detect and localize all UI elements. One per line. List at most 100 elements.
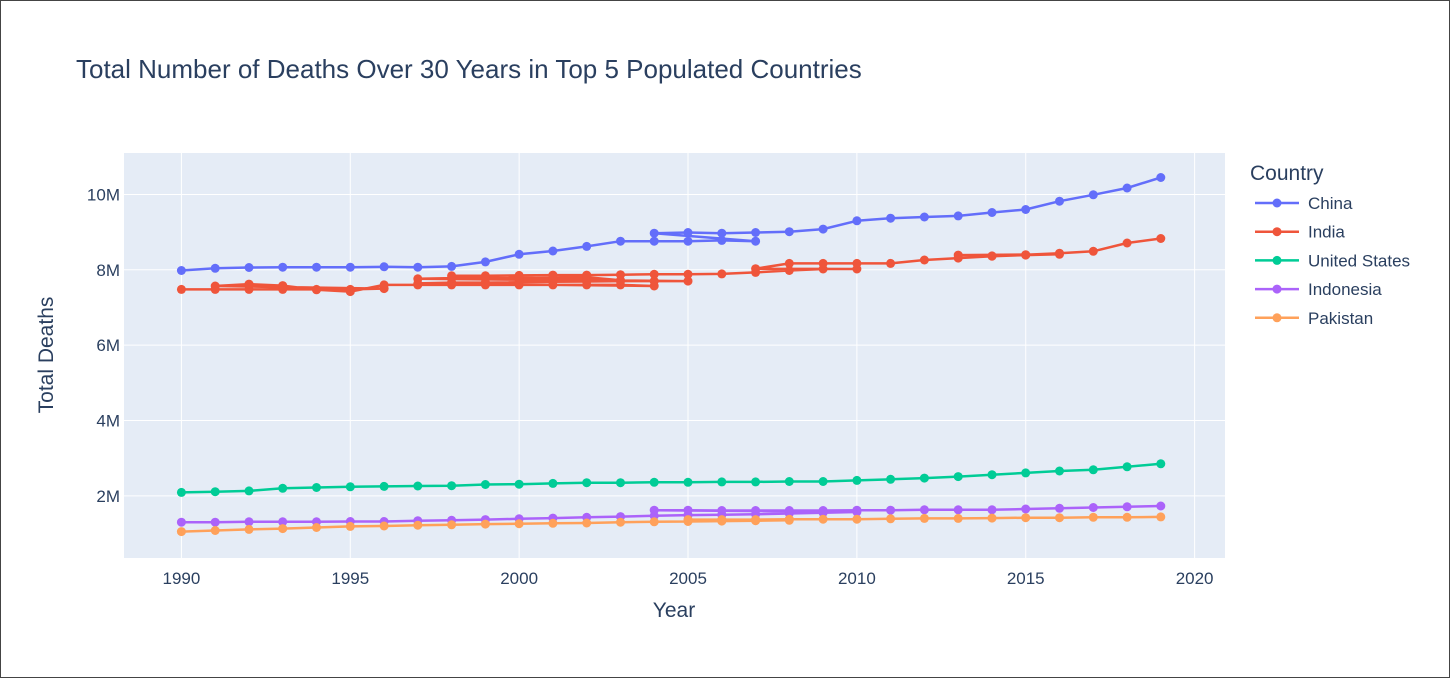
data-point-india[interactable] bbox=[683, 269, 693, 279]
data-point-india[interactable] bbox=[582, 270, 592, 280]
data-point-china[interactable] bbox=[751, 236, 761, 246]
data-point-united-states[interactable] bbox=[244, 486, 254, 496]
data-point-china[interactable] bbox=[987, 208, 997, 217]
data-point-indonesia[interactable] bbox=[244, 517, 254, 527]
data-point-united-states[interactable] bbox=[886, 474, 896, 484]
data-point-india[interactable] bbox=[176, 284, 186, 294]
data-point-united-states[interactable] bbox=[514, 479, 524, 489]
data-point-india[interactable] bbox=[886, 258, 896, 268]
data-point-china[interactable] bbox=[514, 249, 524, 259]
data-point-india[interactable] bbox=[413, 274, 423, 284]
data-point-india[interactable] bbox=[379, 280, 389, 290]
data-point-pakistan[interactable] bbox=[345, 521, 355, 531]
data-point-india[interactable] bbox=[244, 279, 254, 289]
data-point-india[interactable] bbox=[649, 276, 659, 286]
data-point-indonesia[interactable] bbox=[784, 506, 794, 515]
data-point-united-states[interactable] bbox=[616, 478, 625, 488]
data-point-india[interactable] bbox=[649, 269, 659, 279]
data-point-united-states[interactable] bbox=[345, 482, 355, 492]
data-point-indonesia[interactable] bbox=[953, 505, 963, 515]
data-point-china[interactable] bbox=[312, 262, 321, 272]
data-point-china[interactable] bbox=[210, 263, 220, 273]
data-point-india[interactable] bbox=[1088, 246, 1098, 256]
data-point-united-states[interactable] bbox=[852, 475, 862, 485]
data-point-pakistan[interactable] bbox=[784, 514, 794, 524]
data-point-united-states[interactable] bbox=[379, 481, 389, 491]
data-point-pakistan[interactable] bbox=[413, 520, 423, 530]
data-point-china[interactable] bbox=[919, 212, 929, 222]
data-point-india[interactable] bbox=[447, 271, 457, 281]
data-point-china[interactable] bbox=[649, 236, 659, 246]
data-point-united-states[interactable] bbox=[784, 477, 794, 486]
data-point-pakistan[interactable] bbox=[582, 518, 592, 528]
data-point-india[interactable] bbox=[1021, 250, 1031, 260]
legend-item-united-states[interactable]: United States bbox=[1255, 251, 1410, 270]
data-point-indonesia[interactable] bbox=[1122, 502, 1132, 512]
data-point-united-states[interactable] bbox=[480, 480, 490, 489]
data-point-indonesia[interactable] bbox=[886, 505, 896, 515]
data-point-india[interactable] bbox=[480, 271, 490, 281]
data-point-pakistan[interactable] bbox=[1122, 512, 1132, 522]
data-point-indonesia[interactable] bbox=[1088, 503, 1098, 512]
data-point-united-states[interactable] bbox=[447, 481, 457, 491]
data-point-india[interactable] bbox=[784, 258, 794, 268]
data-point-china[interactable] bbox=[1021, 205, 1031, 214]
data-point-china[interactable] bbox=[717, 228, 727, 238]
data-point-china[interactable] bbox=[176, 266, 186, 275]
data-point-india[interactable] bbox=[548, 270, 558, 280]
data-point-pakistan[interactable] bbox=[312, 523, 321, 532]
data-point-india[interactable] bbox=[987, 251, 997, 261]
data-point-pakistan[interactable] bbox=[649, 517, 659, 527]
data-point-indonesia[interactable] bbox=[818, 506, 828, 515]
legend-item-pakistan[interactable]: Pakistan bbox=[1255, 309, 1373, 328]
data-point-india[interactable] bbox=[345, 287, 355, 297]
data-point-united-states[interactable] bbox=[751, 477, 761, 487]
data-point-united-states[interactable] bbox=[582, 478, 592, 488]
data-point-united-states[interactable] bbox=[683, 477, 693, 487]
data-point-china[interactable] bbox=[683, 236, 693, 246]
data-point-china[interactable] bbox=[751, 228, 761, 237]
data-point-indonesia[interactable] bbox=[683, 505, 693, 515]
data-point-china[interactable] bbox=[818, 224, 828, 234]
data-point-india[interactable] bbox=[751, 264, 761, 274]
data-point-china[interactable] bbox=[616, 236, 625, 246]
data-point-pakistan[interactable] bbox=[210, 526, 220, 535]
data-point-united-states[interactable] bbox=[919, 473, 929, 483]
data-point-china[interactable] bbox=[683, 228, 693, 237]
data-point-china[interactable] bbox=[447, 261, 457, 271]
data-point-india[interactable] bbox=[1122, 238, 1132, 248]
data-point-indonesia[interactable] bbox=[278, 517, 288, 527]
legend-item-indonesia[interactable]: Indonesia bbox=[1255, 280, 1382, 299]
data-point-china[interactable] bbox=[953, 211, 963, 221]
data-point-india[interactable] bbox=[210, 281, 220, 291]
data-point-china[interactable] bbox=[649, 228, 659, 238]
data-point-united-states[interactable] bbox=[649, 477, 659, 487]
data-point-united-states[interactable] bbox=[1021, 468, 1031, 478]
data-point-united-states[interactable] bbox=[717, 477, 727, 487]
data-point-china[interactable] bbox=[278, 262, 288, 272]
data-point-china[interactable] bbox=[717, 235, 727, 245]
data-point-pakistan[interactable] bbox=[886, 514, 896, 524]
legend-item-india[interactable]: India bbox=[1255, 223, 1345, 242]
data-point-indonesia[interactable] bbox=[1021, 504, 1031, 514]
data-point-indonesia[interactable] bbox=[1156, 501, 1166, 511]
data-point-pakistan[interactable] bbox=[548, 518, 558, 528]
data-point-pakistan[interactable] bbox=[1021, 513, 1031, 523]
data-point-united-states[interactable] bbox=[1122, 462, 1132, 472]
data-point-pakistan[interactable] bbox=[751, 515, 761, 525]
data-point-united-states[interactable] bbox=[312, 483, 321, 492]
data-point-china[interactable] bbox=[1156, 173, 1166, 182]
data-point-pakistan[interactable] bbox=[919, 513, 929, 523]
data-point-united-states[interactable] bbox=[1156, 459, 1166, 469]
data-point-pakistan[interactable] bbox=[278, 524, 288, 534]
data-point-united-states[interactable] bbox=[548, 478, 558, 488]
legend-item-china[interactable]: China bbox=[1255, 194, 1353, 213]
data-point-indonesia[interactable] bbox=[987, 505, 997, 515]
data-point-pakistan[interactable] bbox=[953, 513, 963, 523]
data-point-pakistan[interactable] bbox=[480, 519, 490, 529]
data-point-pakistan[interactable] bbox=[1156, 512, 1166, 522]
data-point-china[interactable] bbox=[886, 213, 896, 223]
data-point-indonesia[interactable] bbox=[717, 506, 727, 515]
data-point-china[interactable] bbox=[582, 241, 592, 251]
data-point-india[interactable] bbox=[278, 281, 288, 291]
